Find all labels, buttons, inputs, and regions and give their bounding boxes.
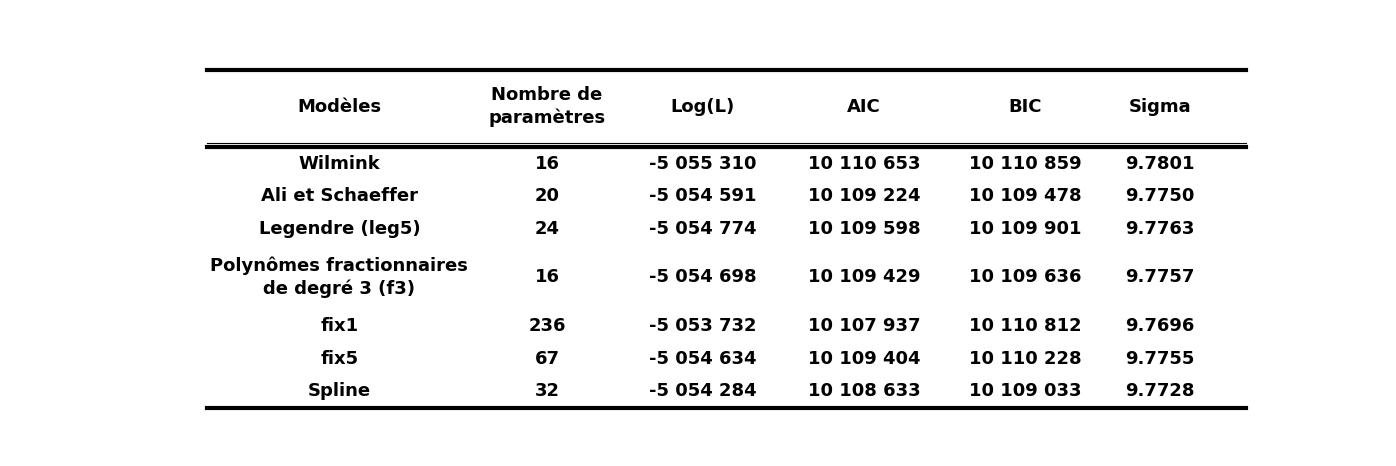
Text: 10 108 633: 10 108 633 [807,382,920,400]
Text: 10 109 429: 10 109 429 [808,268,920,287]
Text: -5 054 284: -5 054 284 [649,382,757,400]
Text: 10 107 937: 10 107 937 [808,317,920,335]
Text: 10 110 859: 10 110 859 [969,155,1081,172]
Text: fix1: fix1 [320,317,359,335]
Text: BIC: BIC [1008,98,1041,116]
Text: 20: 20 [535,187,560,205]
Text: -5 054 774: -5 054 774 [649,219,757,238]
Text: 9.7757: 9.7757 [1125,268,1195,287]
Text: AIC: AIC [847,98,881,116]
Text: 24: 24 [535,219,560,238]
Text: 9.7763: 9.7763 [1125,219,1195,238]
Text: -5 054 591: -5 054 591 [649,187,757,205]
Text: 10 109 404: 10 109 404 [808,350,920,368]
Text: 10 109 636: 10 109 636 [969,268,1081,287]
Text: 10 109 478: 10 109 478 [969,187,1081,205]
Text: 10 109 033: 10 109 033 [969,382,1081,400]
Text: 10 110 653: 10 110 653 [808,155,920,172]
Text: Ali et Schaeffer: Ali et Schaeffer [261,187,417,205]
Text: 9.7696: 9.7696 [1125,317,1195,335]
Text: 10 110 812: 10 110 812 [969,317,1081,335]
Text: 16: 16 [535,155,560,172]
Text: 9.7801: 9.7801 [1125,155,1195,172]
Text: 9.7728: 9.7728 [1125,382,1195,400]
Text: Wilmink: Wilmink [299,155,380,172]
Text: Sigma: Sigma [1128,98,1191,116]
Text: 10 109 224: 10 109 224 [808,187,920,205]
Text: -5 054 698: -5 054 698 [649,268,757,287]
Text: Log(L): Log(L) [670,98,736,116]
Text: -5 054 634: -5 054 634 [649,350,757,368]
Text: Nombre de
paramètres: Nombre de paramètres [489,86,606,127]
Text: 32: 32 [535,382,560,400]
Text: 9.7755: 9.7755 [1125,350,1195,368]
Text: 10 109 901: 10 109 901 [969,219,1081,238]
Text: 67: 67 [535,350,560,368]
Text: 10 110 228: 10 110 228 [969,350,1081,368]
Text: 10 109 598: 10 109 598 [807,219,920,238]
Text: fix5: fix5 [320,350,359,368]
Text: Polynômes fractionnaires
de degré 3 (f3): Polynômes fractionnaires de degré 3 (f3) [211,257,468,298]
Text: Spline: Spline [309,382,371,400]
Text: Legendre (leg5): Legendre (leg5) [258,219,420,238]
Text: -5 053 732: -5 053 732 [649,317,757,335]
Text: 236: 236 [528,317,565,335]
Text: 9.7750: 9.7750 [1125,187,1195,205]
Text: 16: 16 [535,268,560,287]
Text: Modèles: Modèles [297,98,381,116]
Text: -5 055 310: -5 055 310 [649,155,757,172]
